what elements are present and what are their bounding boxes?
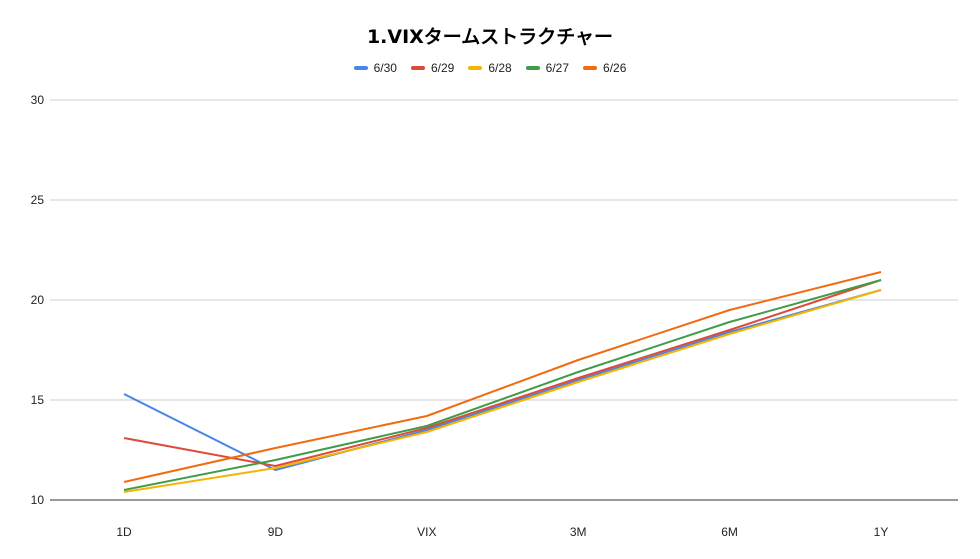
legend-item[interactable]: 6/29: [410, 61, 455, 75]
legend-label: 6/28: [488, 61, 512, 75]
legend-swatch: [410, 66, 425, 70]
legend-label: 6/29: [430, 61, 455, 75]
series-lines: [123, 271, 882, 493]
legend-label: 6/27: [545, 61, 570, 75]
x-tick-label: 6M: [721, 525, 738, 539]
series-line-6-30: [123, 289, 882, 471]
y-tick-label: 15: [31, 393, 45, 407]
gridlines: [50, 99, 958, 501]
legend-item[interactable]: 6/30: [353, 61, 397, 75]
x-axis-ticks: 1D 9D VIX 3M 6M 1Y: [116, 525, 888, 539]
chart-title: 1.VIXタームストラクチャー: [366, 26, 614, 48]
x-tick-label: 1D: [116, 525, 132, 539]
y-tick-label: 20: [31, 293, 45, 307]
legend-label: 6/30: [373, 61, 397, 75]
x-tick-label: 9D: [268, 525, 284, 539]
series-line-6-27: [123, 279, 882, 491]
chart-legend: 6/30 6/29 6/28 6/27 6/26: [0, 61, 980, 75]
x-tick-label: VIX: [417, 525, 436, 539]
legend-item[interactable]: 6/27: [525, 61, 570, 75]
x-tick-label: 1Y: [874, 525, 889, 539]
y-tick-label: 30: [31, 93, 45, 107]
y-tick-label: 10: [31, 493, 45, 507]
legend-swatch: [583, 66, 598, 70]
legend-swatch: [525, 66, 540, 70]
y-tick-label: 25: [31, 193, 45, 207]
legend-swatch: [353, 66, 368, 70]
series-line-6-29: [123, 279, 882, 467]
x-tick-label: 3M: [570, 525, 587, 539]
series-line-6-28: [123, 289, 882, 493]
legend-label: 6/26: [603, 61, 627, 75]
y-axis-ticks: 10 15 20 25 30: [31, 93, 45, 507]
legend-item[interactable]: 6/26: [583, 61, 626, 75]
series-line-6-26: [123, 271, 882, 483]
legend-swatch: [468, 66, 483, 70]
legend-item[interactable]: 6/28: [468, 61, 512, 75]
